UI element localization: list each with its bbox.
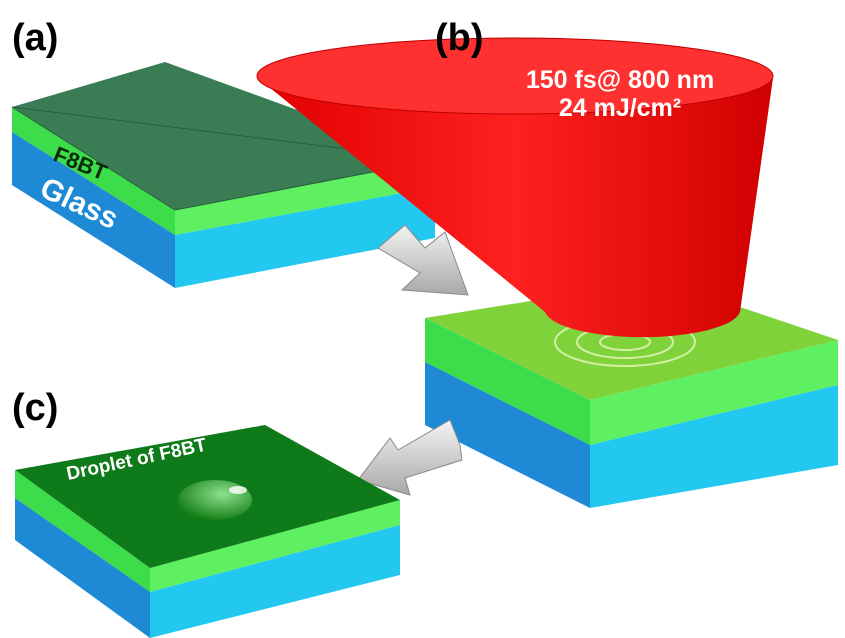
diagram: (a) F8BT Glass (b) 150 fs@ 800 nm 24 mJ/…	[0, 0, 845, 638]
panel-label: (a)	[12, 17, 58, 59]
laser-text: 150 fs@ 800 nm	[526, 66, 714, 94]
panel-label: (b)	[435, 17, 484, 59]
droplet-highlight	[229, 486, 247, 494]
droplet	[178, 480, 252, 520]
panel-label: (c)	[12, 387, 58, 429]
slab-c	[15, 425, 400, 638]
arrow	[358, 420, 462, 495]
laser-text: 24 mJ/cm²	[559, 94, 681, 122]
